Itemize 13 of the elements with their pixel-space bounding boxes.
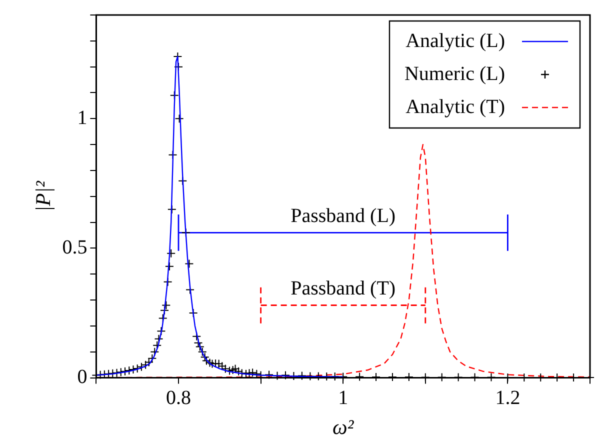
y-tick-label: 0.5 [62,236,88,258]
x-axis-title: ω² [332,414,354,439]
annotation: Passband (T) [290,277,396,300]
x-tick-label: 1 [338,387,348,410]
x-tick-label: 0.8 [166,387,191,410]
annotation: Passband (L) [290,204,396,227]
x-tick-label: 1.2 [495,387,520,410]
legend-label: Analytic (L) [406,30,505,52]
y-tick-label: 0 [77,366,88,388]
y-tick-label: 1 [77,106,88,129]
y-axis-title: |P|² [31,180,56,212]
legend-label: Analytic (T) [406,96,505,118]
legend-label: Numeric (L) [404,62,505,85]
